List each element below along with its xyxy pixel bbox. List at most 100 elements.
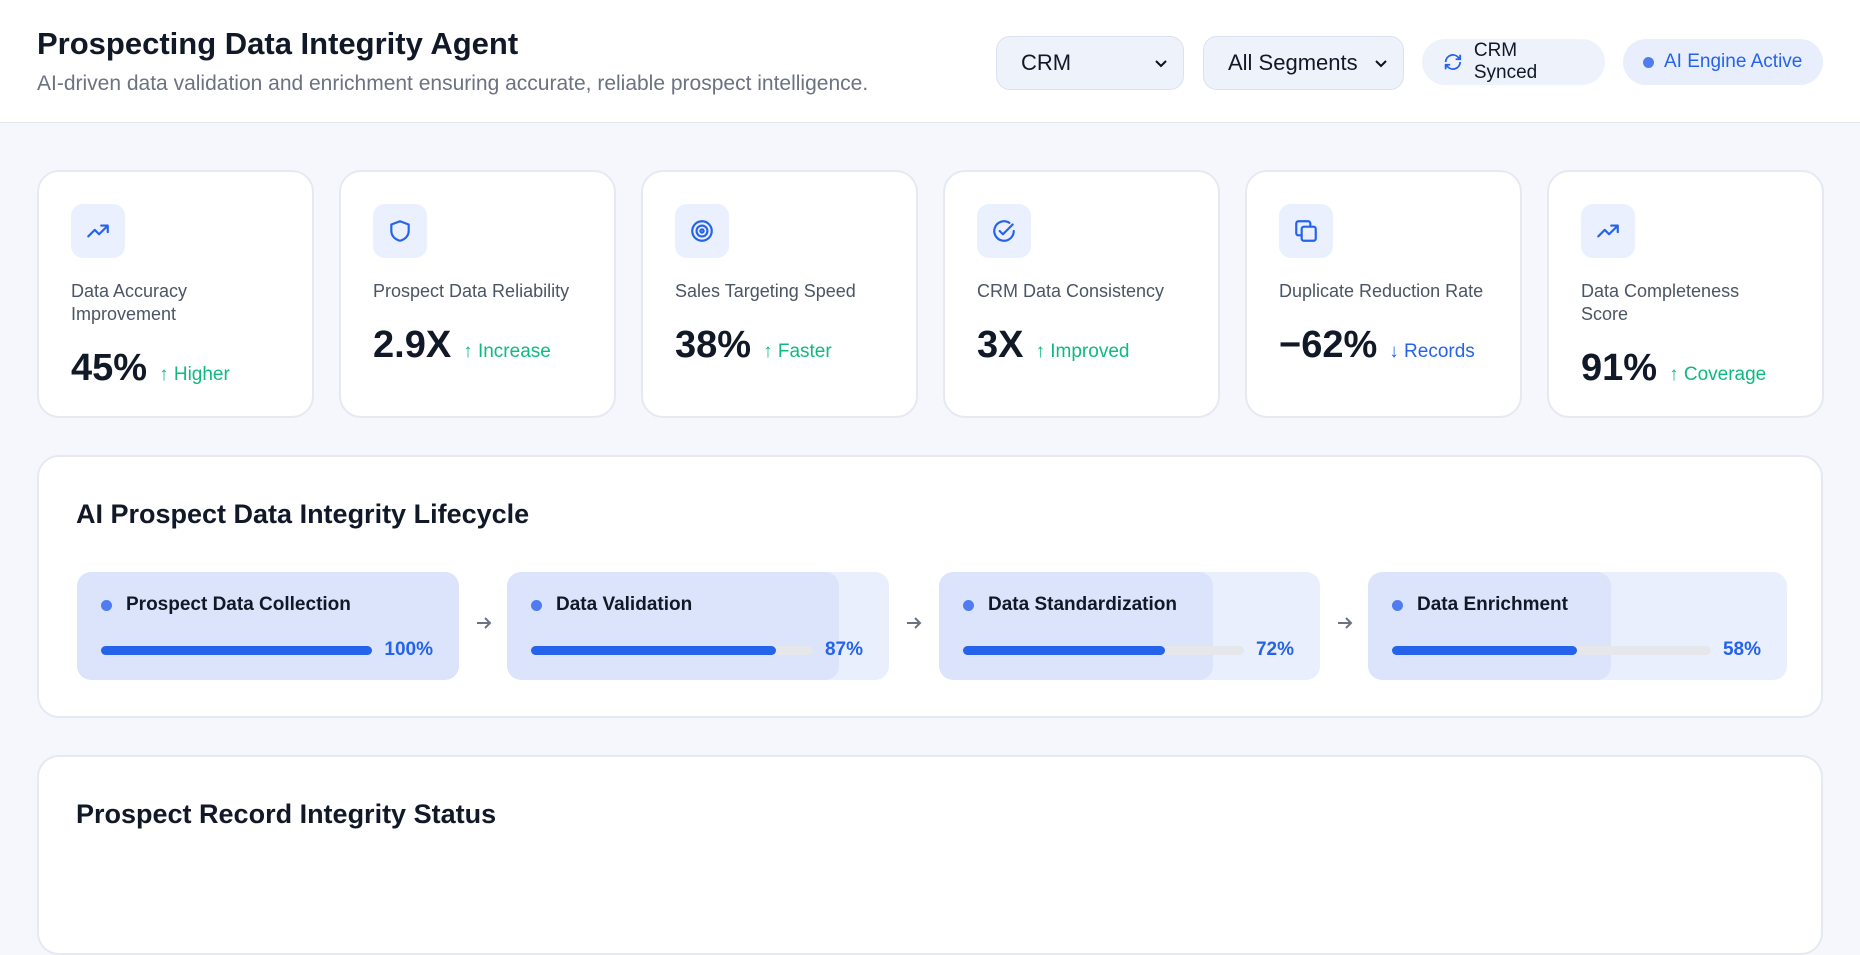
- kpi-trend: ↑ Faster: [763, 341, 832, 362]
- stage-card: Data Standardization 72%: [939, 572, 1320, 680]
- stage-name: Data Validation: [556, 594, 693, 615]
- page-subtitle: AI-driven data validation and enrichment…: [37, 72, 869, 95]
- stage-progress-row: 87%: [531, 639, 863, 661]
- progress-fill: [531, 645, 777, 655]
- stage-percent: 58%: [1722, 639, 1761, 660]
- stage-card: Data Validation 87%: [507, 572, 889, 680]
- kpi-card: Data Completeness Score 91% ↑ Coverage: [1547, 170, 1824, 418]
- lifecycle-panel: AI Prospect Data Integrity Lifecycle Pro…: [37, 455, 1823, 718]
- kpi-trend: ↑ Increase: [463, 341, 551, 362]
- kpi-label: Data Accuracy Improvement: [71, 281, 188, 324]
- stage-name-row: Data Standardization: [963, 594, 1177, 616]
- crm-select[interactable]: CRM: [996, 36, 1184, 90]
- progress-track: [963, 645, 1244, 655]
- progress-fill: [1392, 645, 1577, 655]
- stage-name: Data Standardization: [988, 594, 1177, 615]
- progress-track: [101, 645, 373, 655]
- kpi-value-row: −62% ↓ Records: [1279, 324, 1488, 367]
- kpi-icon: [977, 204, 1031, 258]
- kpi-value-row: 91% ↑ Coverage: [1581, 347, 1790, 390]
- kpi-label: Prospect Data Reliability: [373, 281, 570, 301]
- kpi-card: Sales Targeting Speed 38% ↑ Faster: [641, 170, 918, 418]
- kpi-value: 45%: [71, 347, 148, 389]
- kpi-value: −62%: [1279, 324, 1378, 366]
- kpi-icon: [1581, 204, 1635, 258]
- engine-badge: AI Engine Active: [1623, 39, 1823, 85]
- kpi-icon: [373, 204, 427, 258]
- stage-progress-row: 72%: [963, 639, 1294, 661]
- sync-badge[interactable]: CRM Synced: [1422, 39, 1605, 85]
- badge-text: CRM Synced: [1473, 40, 1538, 83]
- icon: [993, 220, 1015, 242]
- kpi-value-row: 38% ↑ Faster: [675, 324, 884, 367]
- stage-card: Data Enrichment 58%: [1368, 572, 1787, 680]
- status-dot: [101, 599, 112, 611]
- arrow-icon: [1338, 617, 1353, 629]
- chevron: [1155, 60, 1167, 68]
- kpi-label: CRM Data Consistency: [977, 281, 1165, 301]
- stage-name-row: Data Validation: [531, 594, 692, 616]
- kpi-label: Data Completeness Score: [1581, 281, 1740, 324]
- header: Prospecting Data Integrity Agent AI-driv…: [0, 0, 1860, 123]
- status-dot: [963, 599, 974, 611]
- panel-title: Prospect Record Integrity Status: [76, 799, 497, 829]
- stage-name-row: Data Enrichment: [1392, 594, 1568, 616]
- stage-progress-row: 58%: [1392, 639, 1761, 661]
- kpi-label: Sales Targeting Speed: [675, 281, 856, 301]
- kpi-value: 2.9X: [373, 324, 452, 366]
- kpi-icon: [1279, 204, 1333, 258]
- records-panel: Prospect Record Integrity Status: [37, 755, 1823, 955]
- stage-progress-bg: [507, 572, 840, 680]
- stage-card: Prospect Data Collection 100%: [77, 572, 459, 680]
- sync-icon: [1444, 54, 1462, 70]
- icon: [691, 220, 713, 242]
- status-dot: [1643, 56, 1654, 68]
- stage-name: Prospect Data Collection: [126, 594, 351, 615]
- kpi-trend: ↑ Coverage: [1669, 364, 1767, 385]
- stage-percent: 100%: [384, 639, 433, 660]
- icon: [87, 224, 109, 238]
- kpi-label: Duplicate Reduction Rate: [1279, 281, 1484, 301]
- kpi-value: 91%: [1581, 347, 1658, 389]
- kpi-card: CRM Data Consistency 3X ↑ Improved: [943, 170, 1220, 418]
- stage-progress-bg: [77, 572, 459, 680]
- progress-fill: [963, 645, 1166, 655]
- badge-text: AI Engine Active: [1664, 51, 1803, 72]
- select-text: All Segments: [1228, 50, 1358, 75]
- progress-track: [1392, 645, 1711, 655]
- stage-percent: 72%: [1255, 639, 1294, 660]
- chevron: [1375, 60, 1387, 68]
- stage-percent: 87%: [824, 639, 863, 660]
- kpi-icon: [71, 204, 125, 258]
- stage-name: Data Enrichment: [1417, 594, 1568, 615]
- stage-arrow: [904, 613, 924, 639]
- kpi-value-row: 2.9X ↑ Increase: [373, 324, 582, 367]
- stage-progress-bg: [1368, 572, 1612, 680]
- status-dot: [1392, 599, 1403, 611]
- kpi-trend: ↑ Higher: [159, 364, 230, 385]
- stage-arrow: [1335, 613, 1355, 639]
- progress-fill: [101, 645, 373, 655]
- kpi-trend: ↓ Records: [1389, 341, 1475, 362]
- icon: [1597, 224, 1619, 238]
- status-dot: [531, 599, 542, 611]
- kpi-card: Duplicate Reduction Rate −62% ↓ Records: [1245, 170, 1522, 418]
- kpi-value-row: 3X ↑ Improved: [977, 324, 1186, 367]
- panel-title: AI Prospect Data Integrity Lifecycle: [76, 499, 530, 529]
- arrow-icon: [907, 617, 922, 629]
- select-text: CRM: [1021, 50, 1072, 75]
- stage-arrow: [474, 613, 494, 639]
- icon: [1295, 220, 1317, 242]
- progress-track: [531, 645, 813, 655]
- segment-select[interactable]: All Segments: [1203, 36, 1404, 90]
- kpi-card: Data Accuracy Improvement 45% ↑ Higher: [37, 170, 314, 418]
- kpi-icon: [675, 204, 729, 258]
- stage-progress-bg: [939, 572, 1214, 680]
- page-title: Prospecting Data Integrity Agent: [37, 26, 519, 61]
- kpi-value-row: 45% ↑ Higher: [71, 347, 280, 390]
- icon: [390, 220, 410, 242]
- stage-progress-row: 100%: [101, 639, 433, 661]
- stage-name-row: Prospect Data Collection: [101, 594, 351, 616]
- kpi-value: 3X: [977, 324, 1024, 366]
